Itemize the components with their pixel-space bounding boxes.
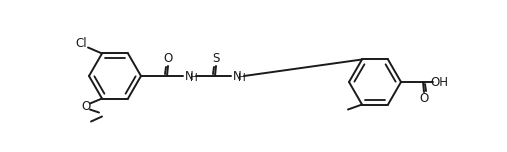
Text: S: S [212,52,220,66]
Text: N: N [233,69,241,83]
Text: Cl: Cl [75,37,87,50]
Text: N: N [185,69,193,83]
Text: OH: OH [430,76,448,88]
Text: H: H [238,73,246,83]
Text: O: O [163,52,172,66]
Text: O: O [82,100,91,113]
Text: O: O [419,93,428,105]
Text: H: H [190,73,198,83]
